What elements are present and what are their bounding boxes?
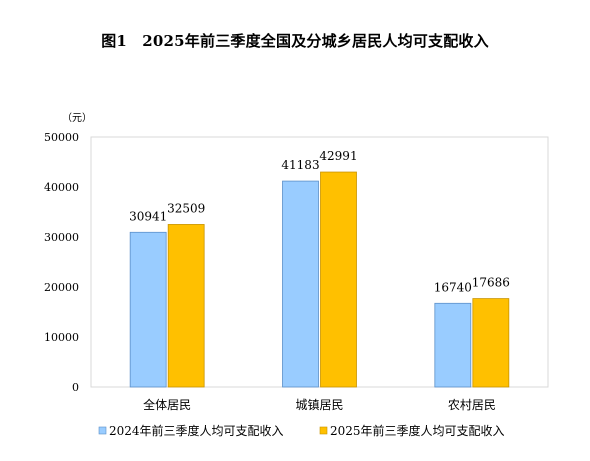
plot-frame xyxy=(90,136,549,388)
legend: 2024年前三季度人均可支配收入 2025年前三季度人均可支配收入 xyxy=(98,423,505,438)
data-label: 30941 xyxy=(129,209,167,223)
data-label: 42991 xyxy=(319,149,357,163)
y-tick-label: 0 xyxy=(72,381,79,394)
x-tick-label: 城镇居民 xyxy=(295,398,343,412)
data-label: 17686 xyxy=(472,276,510,290)
data-label: 41183 xyxy=(281,158,319,172)
bar-2025 xyxy=(320,171,357,388)
y-tick-label: 20000 xyxy=(44,281,79,294)
bar-2024 xyxy=(282,180,319,388)
bar-2025 xyxy=(167,224,205,388)
legend-label: 2025年前三季度人均可支配收入 xyxy=(330,423,505,438)
legend-swatch xyxy=(319,426,328,435)
y-axis-unit-label: （元） xyxy=(62,112,92,124)
y-axis: 0 10000 20000 30000 40000 50000 xyxy=(44,131,79,394)
x-axis: 全体居民 城镇居民 农村居民 xyxy=(143,397,496,412)
chart-title: 图1 2025年前三季度全国及分城乡居民人均可支配收入 xyxy=(101,32,489,50)
bars-group xyxy=(129,171,510,388)
bar-2025 xyxy=(472,298,510,388)
y-tick-label: 10000 xyxy=(44,331,79,344)
plot-area-border xyxy=(90,136,549,388)
legend-label: 2024年前三季度人均可支配收入 xyxy=(109,423,284,438)
bar-2024 xyxy=(434,302,472,388)
data-label: 32509 xyxy=(167,201,205,215)
y-tick-label: 50000 xyxy=(44,131,79,144)
bar-2024 xyxy=(129,231,167,388)
legend-swatch xyxy=(98,426,107,435)
y-tick-label: 40000 xyxy=(44,181,79,194)
data-label: 16740 xyxy=(434,280,472,294)
y-tick-label: 30000 xyxy=(44,231,79,244)
x-tick-label: 全体居民 xyxy=(143,397,191,412)
x-tick-label: 农村居民 xyxy=(448,398,496,412)
